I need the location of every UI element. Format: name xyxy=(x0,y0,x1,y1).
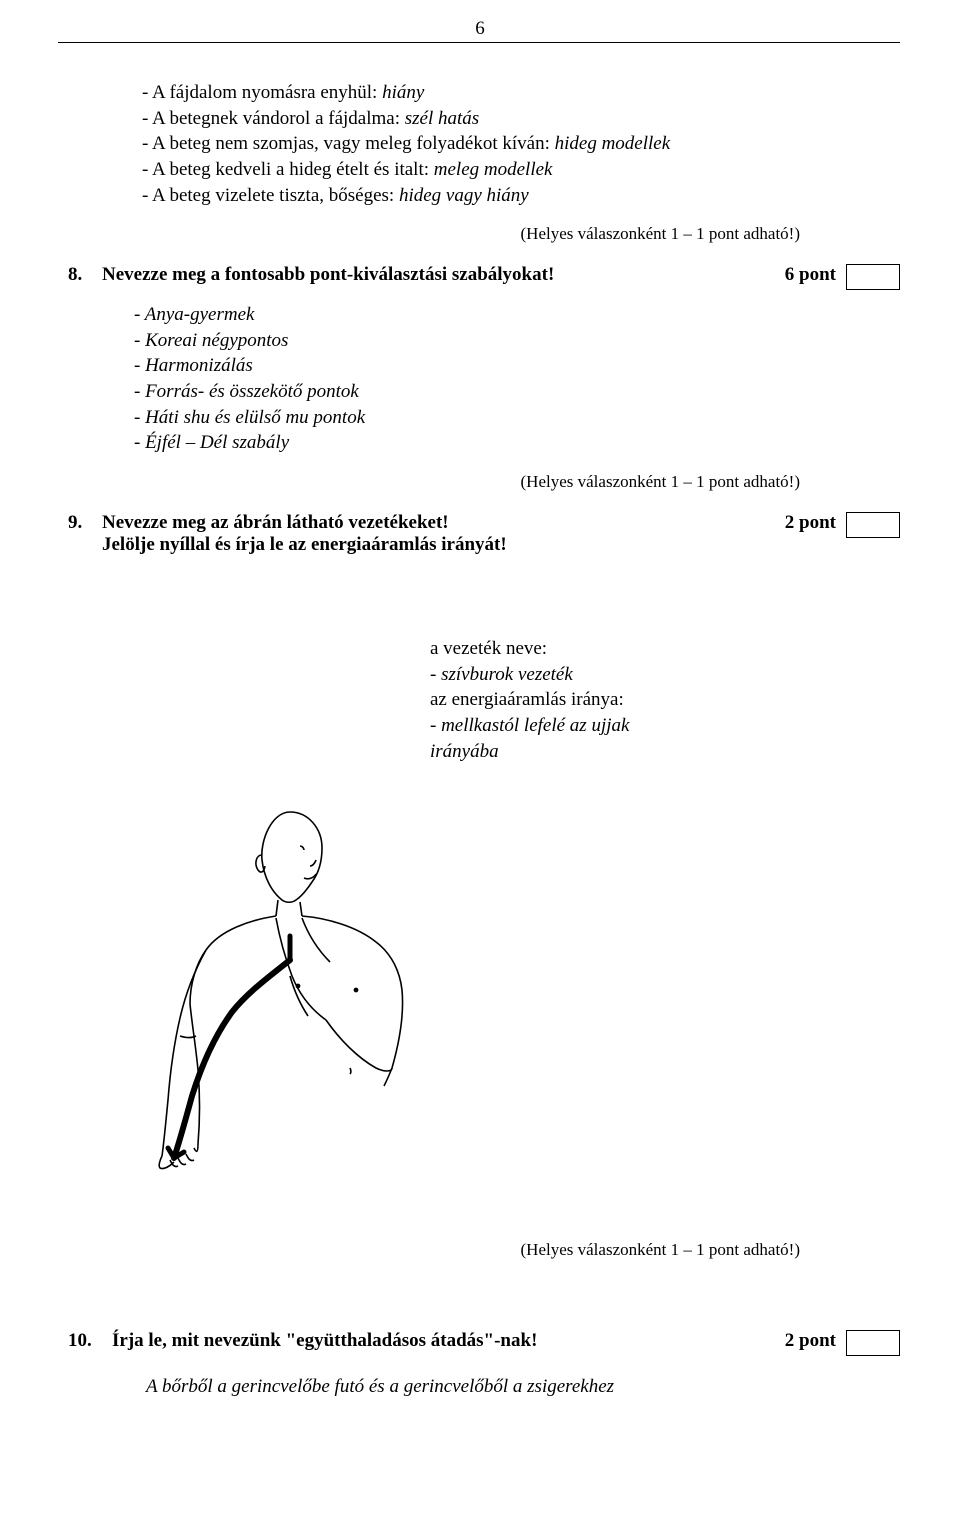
list-prefix: - A fájdalom nyomásra enyhül: xyxy=(142,82,382,103)
top-rule xyxy=(58,42,900,43)
q10-points: 2 pont xyxy=(785,1330,836,1352)
q8-points: 6 pont xyxy=(785,264,836,286)
score-box[interactable] xyxy=(846,1330,900,1356)
list-item: - Anya-gyermek xyxy=(134,302,900,328)
answer-line: irányába xyxy=(430,739,790,765)
main-content: - A fájdalom nyomásra enyhül: hiány - A … xyxy=(110,80,900,556)
q9-points: 2 pont xyxy=(785,512,836,534)
q8-answers: - Anya-gyermek - Koreai négypontos - Har… xyxy=(134,302,900,456)
list-italic: meleg modellek xyxy=(434,159,553,180)
question-10: 10. Írja le, mit nevezünk "együtthaladás… xyxy=(68,1330,900,1398)
top-bullet-list: - A fájdalom nyomásra enyhül: hiány - A … xyxy=(142,80,900,208)
q9-answer: a vezeték neve: - szívburok vezeték az e… xyxy=(430,636,790,764)
list-item: - A beteg nem szomjas, vagy meleg folyad… xyxy=(142,131,900,157)
list-italic: hideg modellek xyxy=(555,133,671,154)
q10-number: 10. xyxy=(68,1330,112,1352)
scoring-note: (Helyes válaszonként 1 – 1 pont adható!) xyxy=(110,472,800,492)
body-diagram xyxy=(140,800,410,1170)
list-italic: szél hatás xyxy=(405,108,479,129)
answer-line: az energiaáramlás iránya: xyxy=(430,687,790,713)
list-item: - Éjfél – Dél szabály xyxy=(134,430,900,456)
list-item: - Koreai négypontos xyxy=(134,328,900,354)
score-box[interactable] xyxy=(846,264,900,290)
question-9: 9. Nevezze meg az ábrán látható vezetéke… xyxy=(68,512,900,556)
scoring-note: (Helyes válaszonként 1 – 1 pont adható!) xyxy=(110,224,800,244)
q10-text: Írja le, mit nevezünk "együtthaladásos á… xyxy=(112,1330,785,1352)
score-box[interactable] xyxy=(846,512,900,538)
list-prefix: - A beteg kedveli a hideg ételt és italt… xyxy=(142,159,434,180)
list-item: - Háti shu és elülső mu pontok xyxy=(134,405,900,431)
list-italic: hiány xyxy=(382,82,424,103)
list-item: - Harmonizálás xyxy=(134,353,900,379)
page-number: 6 xyxy=(0,18,960,40)
q9-line2: Jelölje nyíllal és írja le az energiaára… xyxy=(102,534,777,556)
q8-text: Nevezze meg a fontosabb pont-kiválasztás… xyxy=(102,264,785,286)
list-item: - A betegnek vándorol a fájdalma: szél h… xyxy=(142,106,900,132)
scoring-note: (Helyes válaszonként 1 – 1 pont adható!) xyxy=(521,1240,800,1260)
q10-subtext: A bőrből a gerincvelőbe futó és a gerinc… xyxy=(146,1376,900,1398)
list-prefix: - A betegnek vándorol a fájdalma: xyxy=(142,108,405,129)
list-italic: hideg vagy hiány xyxy=(399,185,529,206)
q9-line1: Nevezze meg az ábrán látható vezetékeket… xyxy=(102,512,777,534)
answer-line: - szívburok vezeték xyxy=(430,662,790,688)
q8-number: 8. xyxy=(68,264,102,286)
question-8: 8. Nevezze meg a fontosabb pont-kiválasz… xyxy=(68,264,900,290)
answer-line: - mellkastól lefelé az ujjak xyxy=(430,713,790,739)
q9-number: 9. xyxy=(68,512,102,534)
q9-text: Nevezze meg az ábrán látható vezetékeket… xyxy=(102,512,785,556)
list-item: - A fájdalom nyomásra enyhül: hiány xyxy=(142,80,900,106)
answer-line: a vezeték neve: xyxy=(430,636,790,662)
list-item: - A beteg kedveli a hideg ételt és italt… xyxy=(142,157,900,183)
list-prefix: - A beteg nem szomjas, vagy meleg folyad… xyxy=(142,133,555,154)
list-prefix: - A beteg vizelete tiszta, bőséges: xyxy=(142,185,399,206)
list-item: - Forrás- és összekötő pontok xyxy=(134,379,900,405)
list-item: - A beteg vizelete tiszta, bőséges: hide… xyxy=(142,183,900,209)
